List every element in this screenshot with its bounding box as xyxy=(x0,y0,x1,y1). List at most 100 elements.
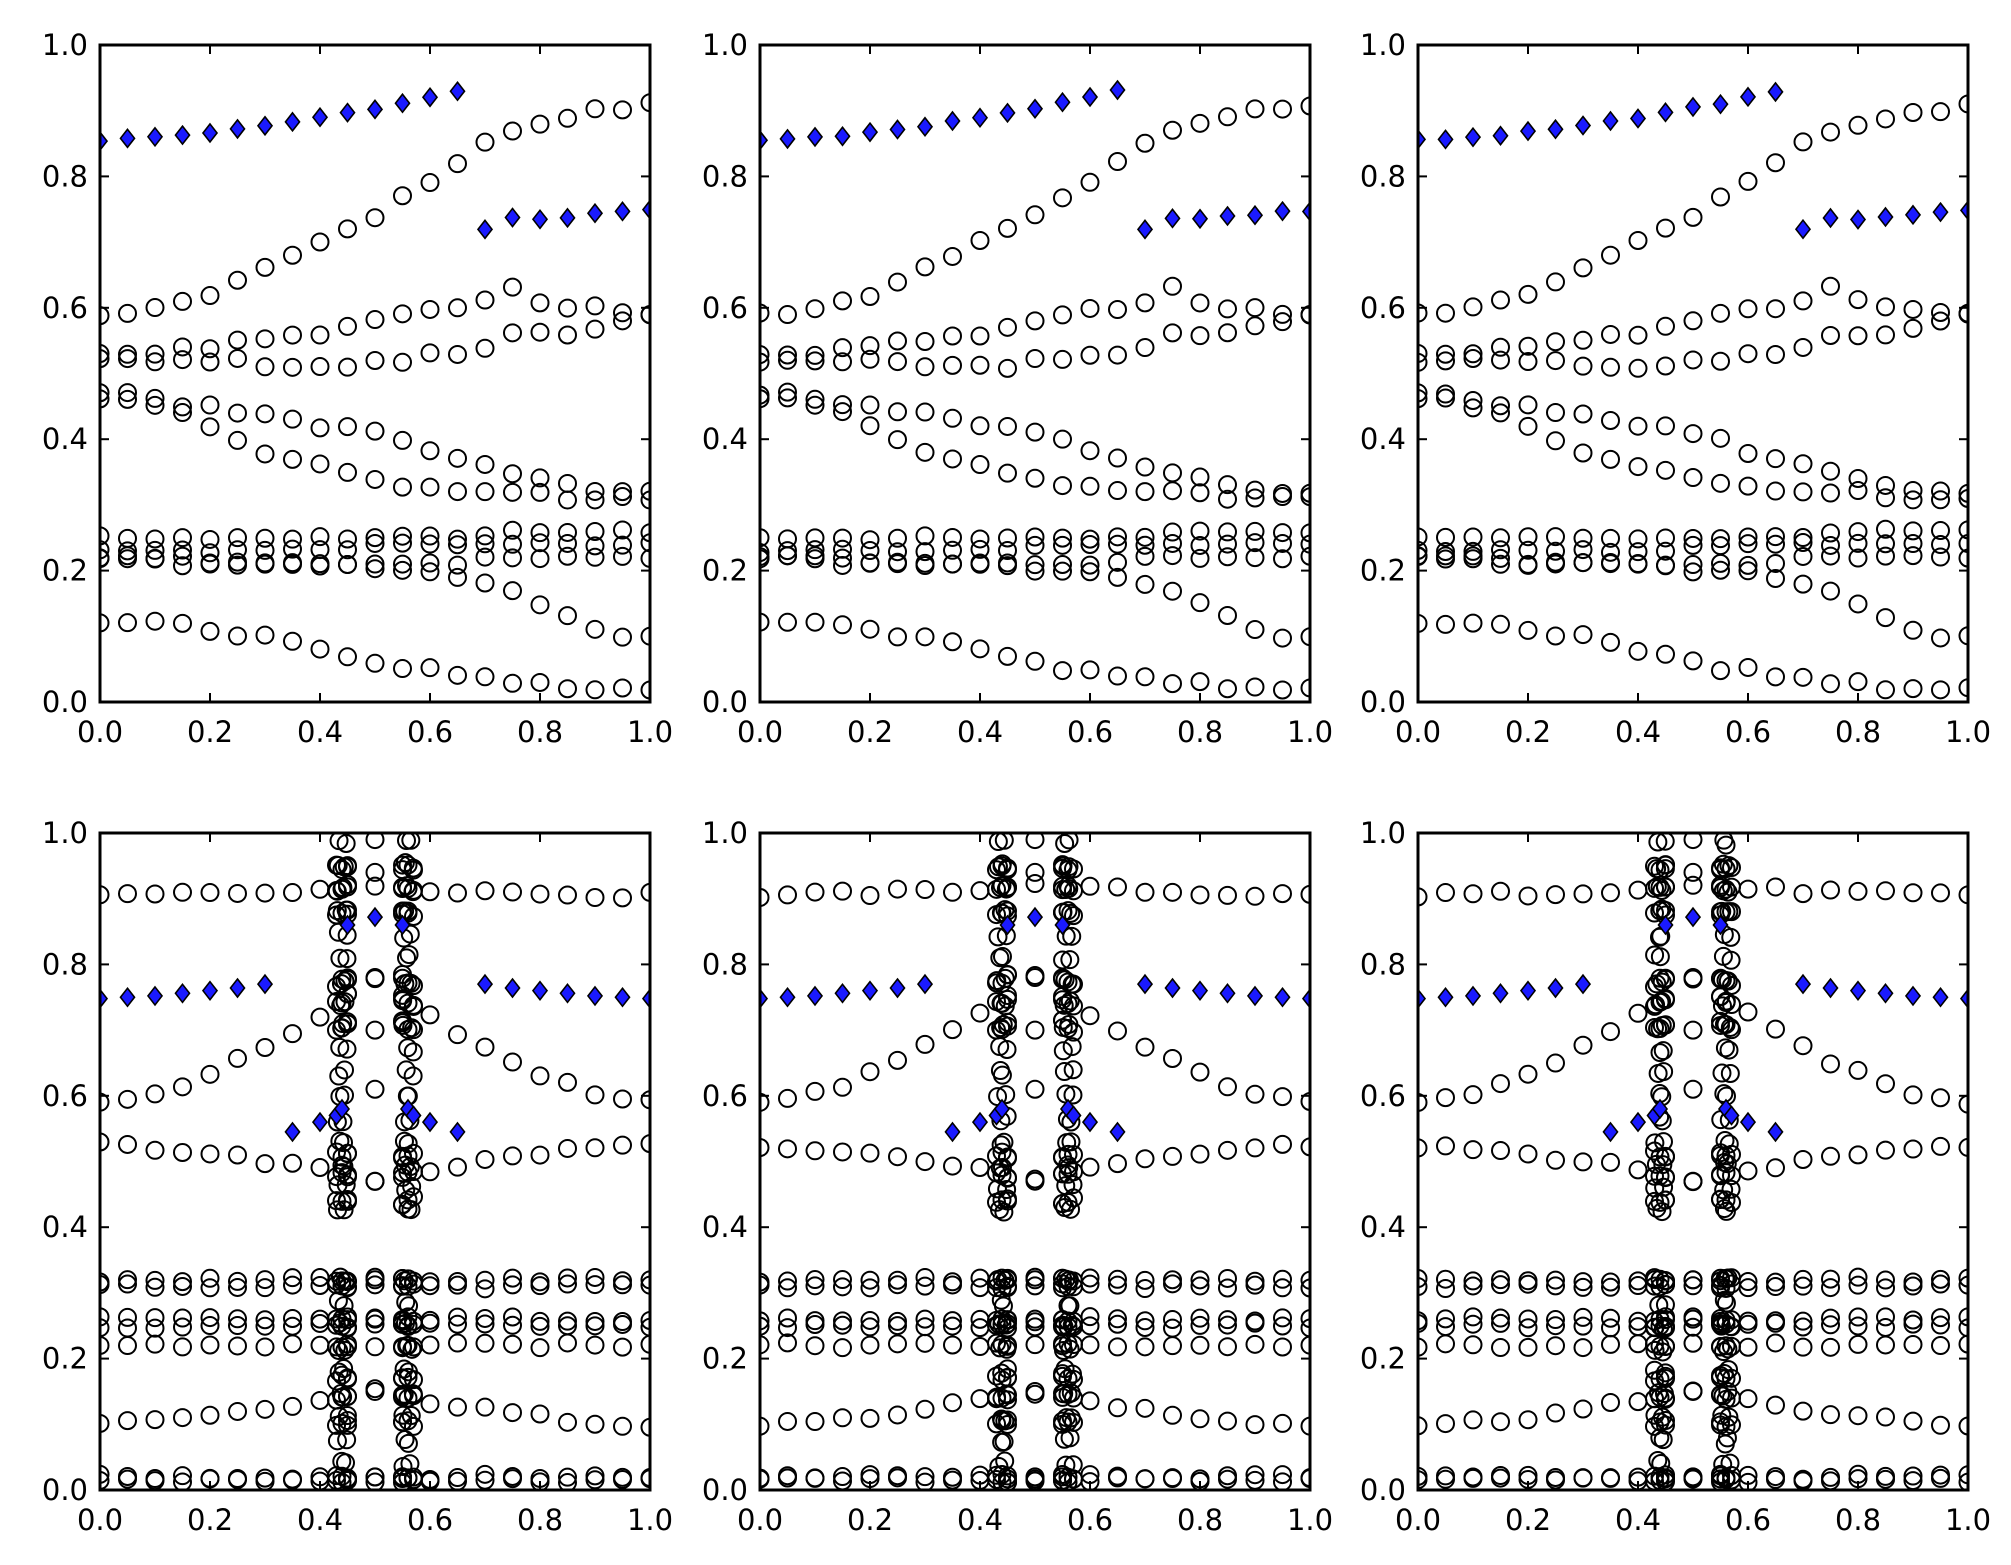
data-point-circle xyxy=(365,421,385,441)
data-point-circle xyxy=(1491,1270,1510,1290)
data-point-diamond xyxy=(531,980,549,1001)
data-point-circle xyxy=(1601,1022,1620,1042)
data-point-circle xyxy=(334,1200,354,1220)
data-point-circle xyxy=(1546,1270,1565,1290)
data-point-circle xyxy=(1715,1131,1735,1151)
data-point-circle xyxy=(1683,969,1703,989)
data-point-circle xyxy=(1876,488,1895,508)
data-point-circle xyxy=(1108,481,1127,501)
data-point-circle xyxy=(1647,877,1667,897)
data-point-circle xyxy=(1821,1308,1840,1328)
data-point-circle xyxy=(1903,1314,1923,1334)
data-point-circle xyxy=(778,546,797,566)
data-point-circle xyxy=(228,1145,247,1165)
data-point-circle xyxy=(365,1020,385,1040)
data-point-circle xyxy=(1190,113,1210,133)
data-point-circle xyxy=(530,884,550,904)
data-point-circle xyxy=(613,1275,632,1295)
data-point-diamond xyxy=(834,983,851,1004)
data-point-circle xyxy=(1655,1295,1675,1315)
x-tick-label: 0.6 xyxy=(1067,715,1113,749)
data-point-circle xyxy=(1821,122,1840,142)
data-point-diamond xyxy=(1054,91,1071,113)
data-point-circle xyxy=(1931,302,1950,322)
data-point-diamond xyxy=(944,110,961,132)
data-point-circle xyxy=(503,277,522,297)
data-point-circle xyxy=(100,1318,110,1338)
y-tick-label: 0.4 xyxy=(702,1210,748,1244)
data-point-diamond xyxy=(119,986,136,1008)
data-point-circle xyxy=(1656,644,1675,664)
data-point-circle xyxy=(404,1337,423,1357)
data-point-diamond xyxy=(476,973,494,995)
data-point-circle xyxy=(1573,258,1593,278)
data-point-circle xyxy=(1628,1334,1648,1354)
data-point-circle xyxy=(1903,1310,1923,1330)
data-point-circle xyxy=(888,1147,907,1167)
data-point-circle xyxy=(448,154,467,174)
data-point-circle xyxy=(503,121,522,141)
data-point-circle xyxy=(1821,325,1840,345)
data-point-circle xyxy=(118,1307,137,1327)
data-point-circle xyxy=(100,306,110,326)
data-point-circle xyxy=(1711,553,1730,573)
data-point-circle xyxy=(1053,305,1072,325)
data-point-circle xyxy=(1717,1428,1737,1448)
data-point-circle xyxy=(1058,1144,1078,1164)
data-point-diamond xyxy=(1822,207,1839,229)
data-point-circle xyxy=(778,1468,797,1488)
data-point-circle xyxy=(888,402,907,422)
data-point-circle xyxy=(145,1308,165,1328)
data-point-circle xyxy=(1163,481,1182,501)
data-point-circle xyxy=(1654,1062,1674,1082)
data-point-diamond xyxy=(1274,986,1291,1008)
data-point-circle xyxy=(1876,1469,1895,1489)
data-point-circle xyxy=(1025,862,1045,882)
data-point-circle xyxy=(100,349,110,369)
x-tick-label: 0.4 xyxy=(1615,1503,1661,1537)
data-point-circle xyxy=(118,1274,137,1294)
data-point-circle xyxy=(503,1403,522,1423)
data-point-circle xyxy=(1573,1338,1593,1358)
data-point-circle xyxy=(1135,457,1155,477)
data-point-circle xyxy=(1163,674,1182,694)
data-point-circle xyxy=(503,520,522,540)
data-point-diamond xyxy=(421,86,439,108)
data-point-circle xyxy=(1518,1144,1538,1164)
data-point-circle xyxy=(1273,680,1292,700)
x-tick-label: 1.0 xyxy=(627,1503,673,1537)
data-point-circle xyxy=(1025,1276,1045,1296)
data-point-circle xyxy=(1683,875,1703,895)
data-point-circle xyxy=(396,876,416,896)
data-point-circle xyxy=(1491,1308,1510,1328)
data-point-circle xyxy=(404,1020,423,1040)
y-tick-label: 0.8 xyxy=(42,947,88,981)
data-point-circle xyxy=(585,1085,605,1105)
data-point-circle xyxy=(530,1311,550,1331)
data-point-circle xyxy=(365,1337,385,1357)
data-point-diamond xyxy=(1684,96,1702,118)
data-point-circle xyxy=(1713,1454,1733,1474)
data-point-circle xyxy=(613,100,632,120)
data-point-circle xyxy=(1738,344,1758,364)
data-point-diamond xyxy=(559,207,576,229)
data-point-circle xyxy=(1656,416,1675,436)
data-point-circle xyxy=(420,441,440,461)
y-tick-label: 0.8 xyxy=(42,159,88,193)
y-tick-label: 1.0 xyxy=(1360,28,1406,62)
data-point-circle xyxy=(888,1050,907,1070)
data-point-circle xyxy=(173,1472,192,1490)
data-point-circle xyxy=(145,540,165,560)
data-point-circle xyxy=(338,969,357,989)
data-point-diamond xyxy=(999,102,1016,124)
data-point-circle xyxy=(640,1317,650,1337)
data-point-circle xyxy=(1491,528,1510,548)
data-point-circle xyxy=(1958,1307,1968,1327)
data-point-circle xyxy=(336,1453,356,1473)
data-point-circle xyxy=(1436,1334,1455,1354)
data-point-circle xyxy=(860,395,880,415)
data-point-diamond xyxy=(366,99,384,120)
data-point-circle xyxy=(1683,1467,1703,1487)
data-point-circle xyxy=(100,613,110,633)
data-point-circle xyxy=(1025,311,1045,331)
